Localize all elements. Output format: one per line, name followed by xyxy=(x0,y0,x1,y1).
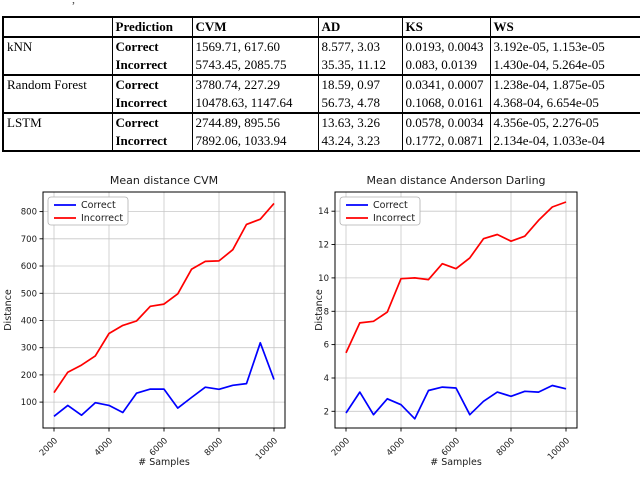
results-table: Prediction CVM AD KS WS kNN Correct 1569.7… xyxy=(2,16,640,152)
series-line-incorrect xyxy=(345,201,567,354)
x-tick-label: 8000 xyxy=(203,436,225,458)
x-tick-label: 2000 xyxy=(330,436,352,458)
y-tick-label: 2 xyxy=(324,407,329,417)
cell-ad: 56.73, 4.78 xyxy=(317,94,403,113)
cell-ws: 1.238e-04, 1.875e-05 xyxy=(489,75,640,94)
table-row: Incorrect 7892.06, 1033.94 43.24, 3.23 0.17… xyxy=(3,132,640,151)
y-tick-label: 8 xyxy=(324,307,329,317)
y-tick-label: 100 xyxy=(21,398,37,408)
y-tick-label: 12 xyxy=(318,241,329,251)
y-tick-label: 300 xyxy=(21,344,37,354)
y-tick-label: 400 xyxy=(21,317,37,327)
cvm-chart: 2000 4000 6000 8000 10000 100 200 300 400 500 600 7… xyxy=(3,174,286,468)
anderson-darling-chart: 2000 4000 6000 8000 10000 2 4 6 8 10 12 14 Mean dist… xyxy=(314,174,578,468)
y-tick-label: 10 xyxy=(318,274,329,284)
x-tick-label: 10000 xyxy=(254,436,280,462)
cropped-caption-fragment: , xyxy=(72,0,75,7)
series-line-correct xyxy=(345,384,567,420)
table-row: Random Forest Correct 3780.74, 227.29 18.59… xyxy=(2,75,640,113)
chart-title: Mean distance Anderson Darling xyxy=(366,174,545,187)
cell-cvm: 5743.45, 2085.75 xyxy=(191,56,319,75)
model-label: Random Forest xyxy=(2,75,113,113)
cell-ad: 18.59, 0.97 xyxy=(317,75,403,94)
legend-label: Correct xyxy=(81,200,116,211)
x-axis-label: # Samples xyxy=(138,457,190,468)
y-tick-label: 500 xyxy=(21,289,37,299)
cell-ws: 4.368-04, 6.654e-05 xyxy=(489,94,640,113)
cell-ad: 13.63, 3.26 xyxy=(317,113,403,132)
series-line-correct xyxy=(53,341,275,417)
cell-cvm: 1569.71, 617.60 xyxy=(191,37,319,56)
cell-ks: 0.1772, 0.0871 xyxy=(401,132,491,151)
col-header-prediction: Prediction xyxy=(111,17,193,37)
legend-label: Incorrect xyxy=(81,213,123,224)
cell-ks: 0.0341, 0.0007 xyxy=(401,75,491,94)
y-tick-label: 600 xyxy=(21,262,37,272)
cell-ad: 35.35, 11.12 xyxy=(317,56,403,75)
x-tick-label: 8000 xyxy=(495,436,517,458)
legend: Correct Incorrect xyxy=(47,196,129,226)
legend: Correct Incorrect xyxy=(339,196,421,226)
cell-prediction: Correct xyxy=(111,37,193,56)
table-row: kNN Correct 1569.71, 617.60 8.577, 3.03 0.01… xyxy=(2,37,640,75)
table-row: Incorrect 10478.63, 1147.64 56.73, 4.78 0.1… xyxy=(3,94,640,113)
cell-ws: 3.192e-05, 1.153e-05 xyxy=(489,37,640,56)
model-label: LSTM xyxy=(2,113,113,151)
cell-cvm: 7892.06, 1033.94 xyxy=(191,132,319,151)
cell-ad: 8.577, 3.03 xyxy=(317,37,403,56)
x-tick-label: 6000 xyxy=(148,436,170,458)
cell-ws: 4.356e-05, 2.276-05 xyxy=(489,113,640,132)
x-tick-label: 10000 xyxy=(546,436,572,462)
x-tick-label: 4000 xyxy=(385,436,407,458)
legend-label: Correct xyxy=(373,200,408,211)
legend-label: Incorrect xyxy=(373,213,415,224)
col-header-ad: AD xyxy=(317,17,403,37)
x-axis-label: # Samples xyxy=(430,457,482,468)
table-header-row: Prediction CVM AD KS WS xyxy=(2,17,640,37)
cell-ks: 0.1068, 0.0161 xyxy=(401,94,491,113)
y-tick-label: 14 xyxy=(318,207,329,217)
y-tick-label: 800 xyxy=(21,208,37,218)
y-tick-label: 700 xyxy=(21,235,37,245)
series-line-incorrect xyxy=(53,202,275,394)
col-header-ws: WS xyxy=(489,17,640,37)
y-tick-label: 200 xyxy=(21,371,37,381)
cell-cvm: 3780.74, 227.29 xyxy=(191,75,319,94)
cell-ws: 2.134e-04, 1.033e-04 xyxy=(489,132,640,151)
x-tick-label: 2000 xyxy=(38,436,60,458)
model-label: kNN xyxy=(2,37,113,75)
cell-ks: 0.083, 0.0139 xyxy=(401,56,491,75)
y-axis-label: Distance xyxy=(3,289,14,331)
x-tick-label: 4000 xyxy=(93,436,115,458)
cell-cvm: 10478.63, 1147.64 xyxy=(191,94,319,113)
table-row: LSTM Correct 2744.89, 895.56 13.63, 3.26 0.0… xyxy=(2,113,640,151)
col-header-cvm: CVM xyxy=(191,17,319,37)
cell-ad: 43.24, 3.23 xyxy=(317,132,403,151)
y-tick-label: 6 xyxy=(324,341,329,351)
cell-prediction: Incorrect xyxy=(111,132,193,151)
chart-title: Mean distance CVM xyxy=(110,174,218,187)
x-tick-label: 6000 xyxy=(440,436,462,458)
y-axis-label: Distance xyxy=(314,289,325,331)
cell-ws: 1.430e-04, 5.264e-05 xyxy=(489,56,640,75)
table-row: Incorrect 5743.45, 2085.75 35.35, 11.12 0.0… xyxy=(3,56,640,75)
y-tick-label: 4 xyxy=(324,374,329,384)
cell-ks: 0.0578, 0.0034 xyxy=(401,113,491,132)
cell-prediction: Incorrect xyxy=(111,94,193,113)
cell-prediction: Incorrect xyxy=(111,56,193,75)
cell-prediction: Correct xyxy=(111,75,193,94)
results-table-wrapper: Prediction CVM AD KS WS kNN Correct 1569.7… xyxy=(2,16,640,158)
